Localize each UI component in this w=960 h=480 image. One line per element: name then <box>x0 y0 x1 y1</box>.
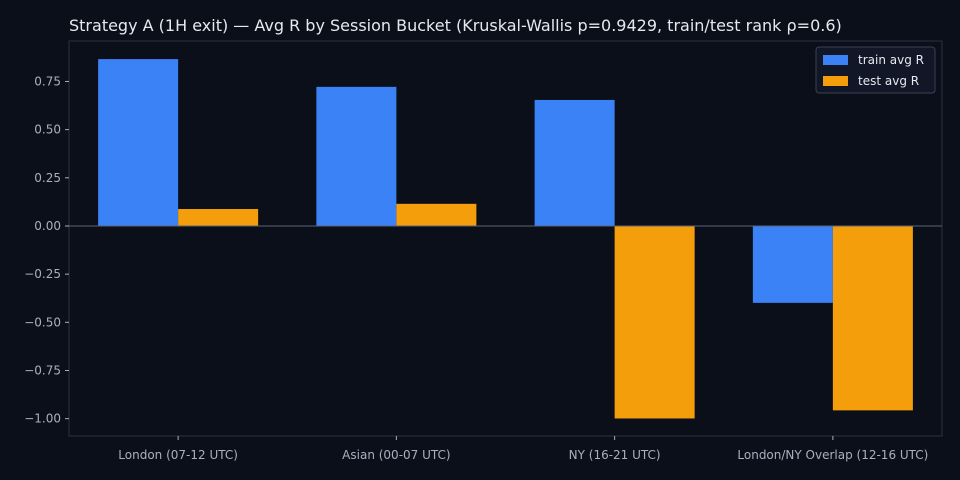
y-tick-label: −0.50 <box>24 315 61 329</box>
y-tick-label: 0.00 <box>34 219 61 233</box>
bar-test-2 <box>614 225 695 419</box>
bar-test-1 <box>396 203 477 226</box>
legend-swatch-train <box>823 55 848 65</box>
bar-train-1 <box>316 86 397 226</box>
x-tick-label: London (07-12 UTC) <box>118 448 238 462</box>
x-tick-label: Asian (00-07 UTC) <box>342 448 450 462</box>
bar-train-3 <box>752 225 833 303</box>
legend-swatch-test <box>823 76 848 86</box>
x-tick-label: London/NY Overlap (12-16 UTC) <box>737 448 928 462</box>
bar-test-0 <box>178 209 259 226</box>
legend-label-train: train avg R <box>858 53 924 67</box>
y-tick-label: 0.75 <box>34 74 61 88</box>
bar-train-0 <box>98 59 179 226</box>
chart-title: Strategy A (1H exit) — Avg R by Session … <box>69 16 842 35</box>
bars-group <box>98 59 913 419</box>
x-axis: London (07-12 UTC) Asian (00-07 UTC) NY (1… <box>118 436 928 462</box>
legend-label-test: test avg R <box>858 74 919 88</box>
y-tick-label: −0.25 <box>24 267 61 281</box>
x-tick-label: NY (16-21 UTC) <box>569 448 661 462</box>
bar-test-3 <box>832 225 913 411</box>
bar-train-2 <box>534 99 615 226</box>
y-tick-label: 0.25 <box>34 171 61 185</box>
legend: train avg R test avg R <box>815 46 936 94</box>
y-tick-label: 0.50 <box>34 123 61 137</box>
y-axis: 0.75 0.50 0.25 0.00 −0.25 −0.50 −0.75 −1.00 <box>24 74 69 426</box>
y-tick-label: −0.75 <box>24 363 61 377</box>
y-tick-label: −1.00 <box>24 412 61 426</box>
